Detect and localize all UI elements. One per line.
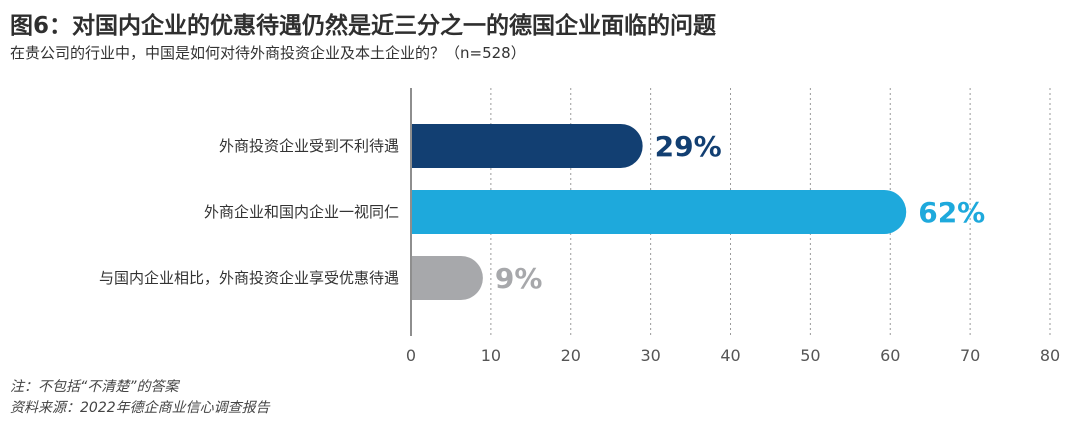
bar-1 — [412, 124, 643, 168]
bar-2 — [412, 190, 907, 234]
x-tick-label-40: 40 — [720, 346, 740, 365]
chart-subtitle: 在贵公司的行业中，中国是如何对待外商投资企业及本土企业的？（n=528） — [10, 44, 526, 62]
category-label-1: 外商投资企业受到不利待遇 — [219, 137, 399, 155]
source-note: 资料来源：2022年德企商业信心调查报告 — [10, 400, 270, 416]
chart-title: 图6：对国内企业的优惠待遇仍然是近三分之一的德国企业面临的问题 — [10, 13, 717, 39]
x-tick-label-30: 30 — [640, 346, 660, 365]
x-tick-label-50: 50 — [800, 346, 820, 365]
x-tick-label-0: 0 — [406, 346, 416, 365]
x-tick-label-70: 70 — [960, 346, 980, 365]
x-tick-label-80: 80 — [1040, 346, 1060, 365]
footnote: 注：不包括“不清楚”的答案 — [10, 379, 179, 395]
value-label-1: 29% — [655, 130, 722, 163]
x-tick-label-10: 10 — [481, 346, 501, 365]
bar-3 — [412, 256, 483, 300]
x-tick-label-60: 60 — [880, 346, 900, 365]
value-label-3: 9% — [495, 262, 543, 295]
category-label-2: 外商企业和国内企业一视同仁 — [204, 203, 399, 221]
value-label-2: 62% — [918, 196, 985, 229]
category-label-3: 与国内企业相比，外商投资企业享受优惠待遇 — [99, 269, 399, 287]
x-tick-label-20: 20 — [561, 346, 581, 365]
